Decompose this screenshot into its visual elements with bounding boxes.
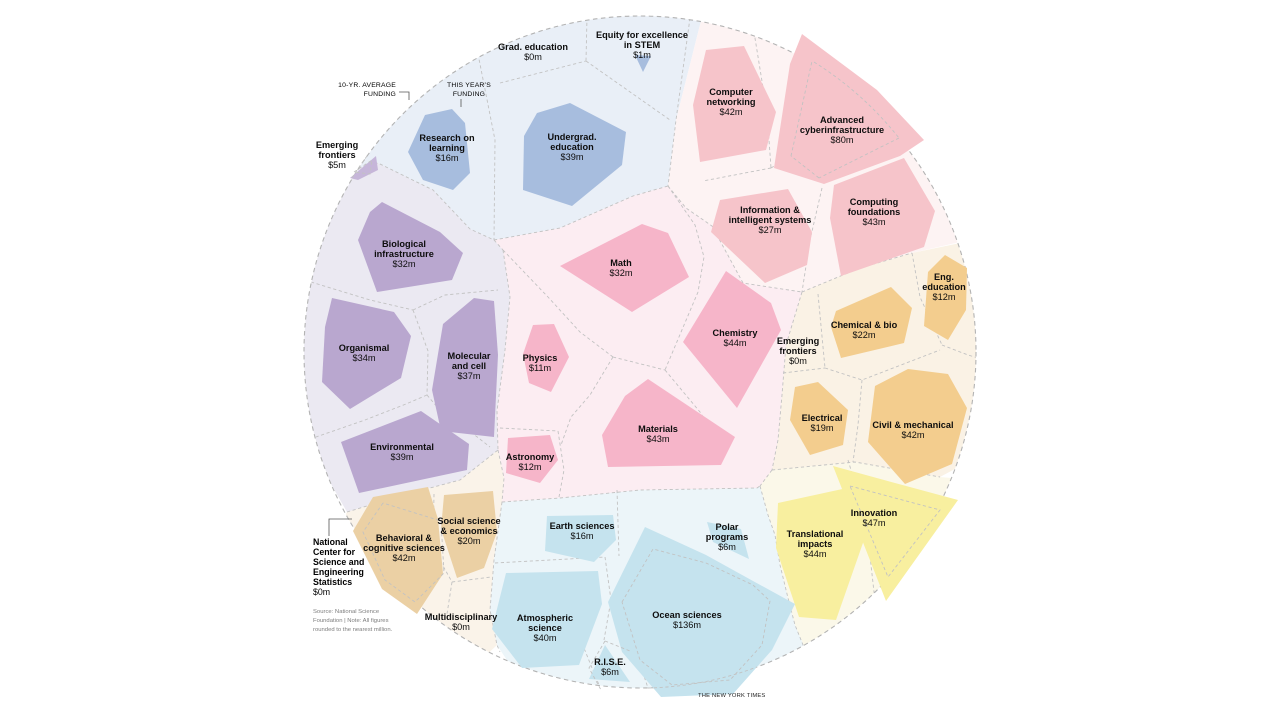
svg-text:$16m: $16m bbox=[571, 531, 594, 541]
svg-text:Earth sciences: Earth sciences bbox=[550, 521, 615, 531]
svg-text:Information &: Information & bbox=[740, 205, 800, 215]
svg-text:FUNDING: FUNDING bbox=[364, 91, 396, 98]
svg-text:Advanced: Advanced bbox=[820, 115, 864, 125]
svg-text:$136m: $136m bbox=[673, 620, 701, 630]
svg-text:programs: programs bbox=[706, 532, 748, 542]
svg-text:Eng.: Eng. bbox=[934, 272, 954, 282]
svg-text:$42m: $42m bbox=[393, 553, 416, 563]
svg-text:$19m: $19m bbox=[811, 423, 834, 433]
svg-text:Equity for excellence: Equity for excellence bbox=[596, 30, 688, 40]
svg-text:Center for: Center for bbox=[313, 547, 356, 557]
svg-text:Multidisciplinary: Multidisciplinary bbox=[425, 612, 498, 622]
svg-text:$16m: $16m bbox=[436, 153, 459, 163]
svg-text:cognitive sciences: cognitive sciences bbox=[363, 543, 445, 553]
svg-text:Math: Math bbox=[610, 258, 632, 268]
svg-text:Computing: Computing bbox=[850, 197, 898, 207]
svg-text:Chemical & bio: Chemical & bio bbox=[831, 320, 898, 330]
svg-text:science: science bbox=[528, 623, 562, 633]
svg-text:intelligent systems: intelligent systems bbox=[729, 215, 812, 225]
svg-text:$39m: $39m bbox=[391, 452, 414, 462]
svg-text:frontiers: frontiers bbox=[779, 346, 816, 356]
svg-text:Statistics: Statistics bbox=[313, 577, 352, 587]
svg-text:$0m: $0m bbox=[789, 356, 807, 366]
svg-text:Civil & mechanical: Civil & mechanical bbox=[872, 420, 953, 430]
svg-text:Innovation: Innovation bbox=[851, 508, 898, 518]
svg-text:$0m: $0m bbox=[524, 52, 542, 62]
svg-text:Environmental: Environmental bbox=[370, 442, 434, 452]
svg-text:Science and: Science and bbox=[313, 557, 364, 567]
svg-text:Ocean sciences: Ocean sciences bbox=[652, 610, 721, 620]
svg-text:$0m: $0m bbox=[452, 622, 470, 632]
svg-text:THE NEW YORK TIMES: THE NEW YORK TIMES bbox=[698, 693, 765, 699]
svg-text:Source: National Science: Source: National Science bbox=[313, 609, 380, 615]
svg-text:Emerging: Emerging bbox=[777, 336, 819, 346]
svg-text:$11m: $11m bbox=[529, 363, 552, 373]
svg-text:and cell: and cell bbox=[452, 361, 486, 371]
svg-text:& economics: & economics bbox=[440, 526, 497, 536]
svg-text:$80m: $80m bbox=[831, 135, 854, 145]
svg-text:Materials: Materials bbox=[638, 424, 678, 434]
svg-text:Social science: Social science bbox=[437, 516, 500, 526]
svg-text:cyberinfrastructure: cyberinfrastructure bbox=[800, 125, 884, 135]
svg-text:$12m: $12m bbox=[519, 462, 542, 472]
svg-text:Polar: Polar bbox=[716, 522, 739, 532]
svg-text:$1m: $1m bbox=[633, 50, 651, 60]
svg-text:$43m: $43m bbox=[647, 434, 670, 444]
svg-text:Foundation | Note: All figures: Foundation | Note: All figures bbox=[313, 618, 389, 624]
svg-text:$39m: $39m bbox=[561, 152, 584, 162]
svg-text:$22m: $22m bbox=[853, 330, 876, 340]
svg-text:Engineering: Engineering bbox=[313, 567, 364, 577]
svg-text:$42m: $42m bbox=[902, 430, 925, 440]
svg-text:$42m: $42m bbox=[720, 107, 743, 117]
svg-text:education: education bbox=[550, 142, 594, 152]
svg-text:Undergrad.: Undergrad. bbox=[547, 132, 596, 142]
svg-text:frontiers: frontiers bbox=[318, 150, 355, 160]
svg-text:$32m: $32m bbox=[610, 268, 633, 278]
svg-text:THIS YEAR’S: THIS YEAR’S bbox=[447, 82, 491, 89]
svg-text:$27m: $27m bbox=[759, 225, 782, 235]
svg-text:infrastructure: infrastructure bbox=[374, 249, 434, 259]
svg-text:10-YR. AVERAGE: 10-YR. AVERAGE bbox=[338, 82, 396, 89]
svg-text:Behavioral &: Behavioral & bbox=[376, 533, 433, 543]
svg-text:$37m: $37m bbox=[458, 371, 481, 381]
svg-text:Translational: Translational bbox=[787, 529, 844, 539]
svg-text:Electrical: Electrical bbox=[802, 413, 843, 423]
svg-text:$43m: $43m bbox=[863, 217, 886, 227]
svg-text:National: National bbox=[313, 537, 348, 547]
svg-text:rounded to the nearest million: rounded to the nearest million. bbox=[313, 627, 393, 633]
svg-text:$5m: $5m bbox=[328, 160, 346, 170]
svg-text:Molecular: Molecular bbox=[448, 351, 491, 361]
svg-text:Grad. education: Grad. education bbox=[498, 42, 568, 52]
svg-text:networking: networking bbox=[706, 97, 755, 107]
svg-text:$34m: $34m bbox=[353, 353, 376, 363]
svg-text:learning: learning bbox=[429, 143, 465, 153]
svg-text:$47m: $47m bbox=[863, 518, 886, 528]
svg-text:Research on: Research on bbox=[419, 133, 475, 143]
svg-text:Computer: Computer bbox=[709, 87, 753, 97]
svg-text:$40m: $40m bbox=[534, 633, 557, 643]
svg-text:$0m: $0m bbox=[313, 587, 330, 597]
svg-text:$12m: $12m bbox=[933, 292, 956, 302]
svg-text:$44m: $44m bbox=[804, 549, 827, 559]
svg-text:in STEM: in STEM bbox=[624, 40, 661, 50]
svg-text:FUNDING: FUNDING bbox=[453, 91, 485, 98]
svg-text:education: education bbox=[922, 282, 966, 292]
svg-text:$32m: $32m bbox=[393, 259, 416, 269]
svg-text:impacts: impacts bbox=[798, 539, 833, 549]
svg-text:Organismal: Organismal bbox=[339, 343, 390, 353]
svg-text:$20m: $20m bbox=[458, 536, 481, 546]
svg-text:Astronomy: Astronomy bbox=[506, 452, 555, 462]
svg-text:Chemistry: Chemistry bbox=[713, 328, 759, 338]
svg-text:Physics: Physics bbox=[523, 353, 558, 363]
svg-text:$6m: $6m bbox=[601, 667, 619, 677]
svg-text:Biological: Biological bbox=[382, 239, 426, 249]
svg-text:Atmospheric: Atmospheric bbox=[517, 613, 573, 623]
svg-text:$6m: $6m bbox=[718, 542, 736, 552]
svg-text:foundations: foundations bbox=[848, 207, 901, 217]
svg-text:$44m: $44m bbox=[724, 338, 747, 348]
svg-text:R.I.S.E.: R.I.S.E. bbox=[594, 657, 626, 667]
svg-text:Emerging: Emerging bbox=[316, 140, 358, 150]
